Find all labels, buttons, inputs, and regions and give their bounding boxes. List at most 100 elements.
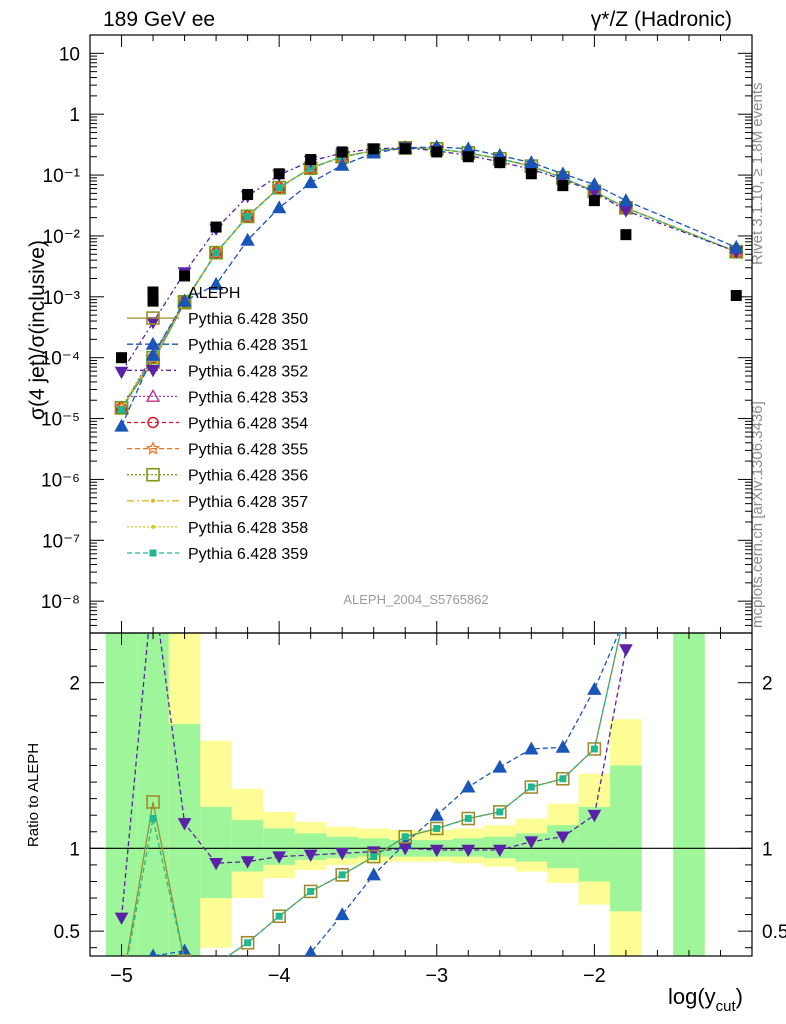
ratio-point: [461, 779, 476, 793]
y-tick-label: 10⁻⁸: [41, 592, 80, 613]
legend-label: Pythia 6.428 352: [188, 363, 308, 380]
ratio-point: [240, 856, 255, 869]
ratio-point: [119, 988, 125, 994]
uncertainty-bands: [105, 633, 705, 956]
ratio-point: [307, 887, 315, 895]
data-point: [305, 154, 317, 166]
ratio-point: [303, 884, 318, 899]
ratio-point: [590, 745, 598, 753]
data-point: [494, 157, 506, 169]
legend-marker: [147, 286, 159, 298]
data-point: [618, 193, 634, 207]
data-point: [177, 293, 192, 307]
legend-marker: [145, 441, 161, 455]
data-point: [524, 155, 539, 169]
ratio-point: [555, 739, 571, 753]
ratio-point: [240, 935, 255, 950]
ratio-y-tick-label: 0.5: [54, 922, 80, 943]
legend-label: Pythia 6.428 353: [188, 389, 308, 406]
data-point: [620, 229, 632, 241]
series-line-2: [120, 146, 737, 427]
legend-marker: [149, 549, 157, 557]
legend-entry-2: Pythia 6.428 351: [127, 336, 308, 354]
ratio-point: [272, 909, 286, 924]
ratio-point: [524, 741, 539, 755]
data-point: [240, 232, 255, 246]
ratio-point: [304, 945, 317, 956]
legend-label: Pythia 6.428 358: [188, 520, 308, 537]
ratio-y-label: Ratio to ALEPH: [25, 743, 42, 847]
legend-entry-10: Pythia 6.428 359: [127, 546, 308, 563]
legend-entry-8: Pythia 6.428 357: [127, 494, 308, 511]
data-point: [557, 180, 569, 192]
legend-label: Pythia 6.428 357: [188, 494, 308, 511]
legend-label: Pythia 6.428 351: [188, 337, 308, 354]
ratio-point: [493, 805, 507, 819]
data-point: [462, 151, 474, 163]
ratio-frame: [89, 632, 753, 957]
legend-marker: [147, 416, 159, 429]
legend-label: Pythia 6.428 350: [188, 311, 308, 328]
data-point: [242, 188, 254, 200]
ratio-y-tick-label-right: 2: [762, 674, 773, 695]
legend-marker: [151, 498, 155, 503]
legend-entry-6: Pythia 6.428 355: [127, 441, 308, 459]
ratio-point: [209, 857, 223, 871]
band-inner-3: [200, 806, 232, 899]
x-tick-label: −4: [268, 965, 291, 987]
analysis-id: ALEPH_2004_S5765862: [343, 592, 488, 607]
ratio-point: [623, 605, 629, 611]
data-point: [368, 143, 380, 155]
series-line-10: [120, 147, 737, 411]
ratio-point: [619, 644, 633, 657]
ratio-series: [114, 605, 633, 1001]
ratio-point: [335, 848, 350, 861]
band-inner-0: [105, 633, 138, 956]
ratio-point: [370, 853, 378, 861]
data-point: [212, 249, 220, 257]
ratio-y-tick-label-right: 1: [762, 839, 773, 860]
ratio-point: [213, 961, 219, 967]
ratio-point: [429, 821, 444, 836]
ratio-point: [620, 610, 632, 621]
ratio-point: [366, 849, 381, 864]
legend-marker: [146, 311, 160, 325]
legend-marker: [146, 467, 160, 482]
ratio-point: [146, 795, 160, 809]
ratio-point: [148, 948, 158, 956]
ratio-point: [461, 844, 476, 858]
ratio-point: [275, 912, 283, 920]
legend-entry-9: Pythia 6.428 358: [127, 520, 308, 537]
data-point: [588, 195, 600, 207]
data-point: [275, 184, 283, 192]
legend-label: Pythia 6.428 359: [188, 546, 308, 563]
data-point: [116, 352, 128, 364]
ratio-point: [366, 846, 381, 859]
ratio-series-3: [119, 605, 629, 994]
ratio-point: [335, 907, 350, 921]
legend-marker: [145, 388, 161, 402]
data-point: [147, 295, 159, 307]
legend-entry-5: Pythia 6.428 354: [127, 416, 308, 433]
main-y-label: σ(4 jet)/σ(inclusive): [26, 240, 49, 420]
y-tick-label: 10⁻⁵: [41, 410, 80, 431]
header-left: 189 GeV ee: [103, 8, 215, 31]
ratio-point: [398, 829, 413, 844]
ratio-point: [149, 815, 157, 823]
ratio-point: [182, 958, 188, 964]
ratio-point: [461, 811, 476, 826]
legend-label: Pythia 6.428 355: [188, 442, 308, 459]
ratio-point: [177, 954, 192, 956]
ratio-point: [210, 990, 222, 1001]
data-point: [730, 290, 742, 302]
y-tick-label: 10⁻¹: [43, 166, 81, 187]
data-point: [114, 366, 129, 380]
ratio-point: [524, 780, 539, 794]
ratio-point: [429, 807, 444, 821]
band-inner-17: [673, 633, 705, 956]
x-tick-label: −5: [110, 965, 133, 987]
ratio-point: [242, 978, 254, 989]
data-point: [240, 209, 255, 224]
ratio-point: [335, 868, 349, 882]
data-point: [399, 143, 411, 155]
